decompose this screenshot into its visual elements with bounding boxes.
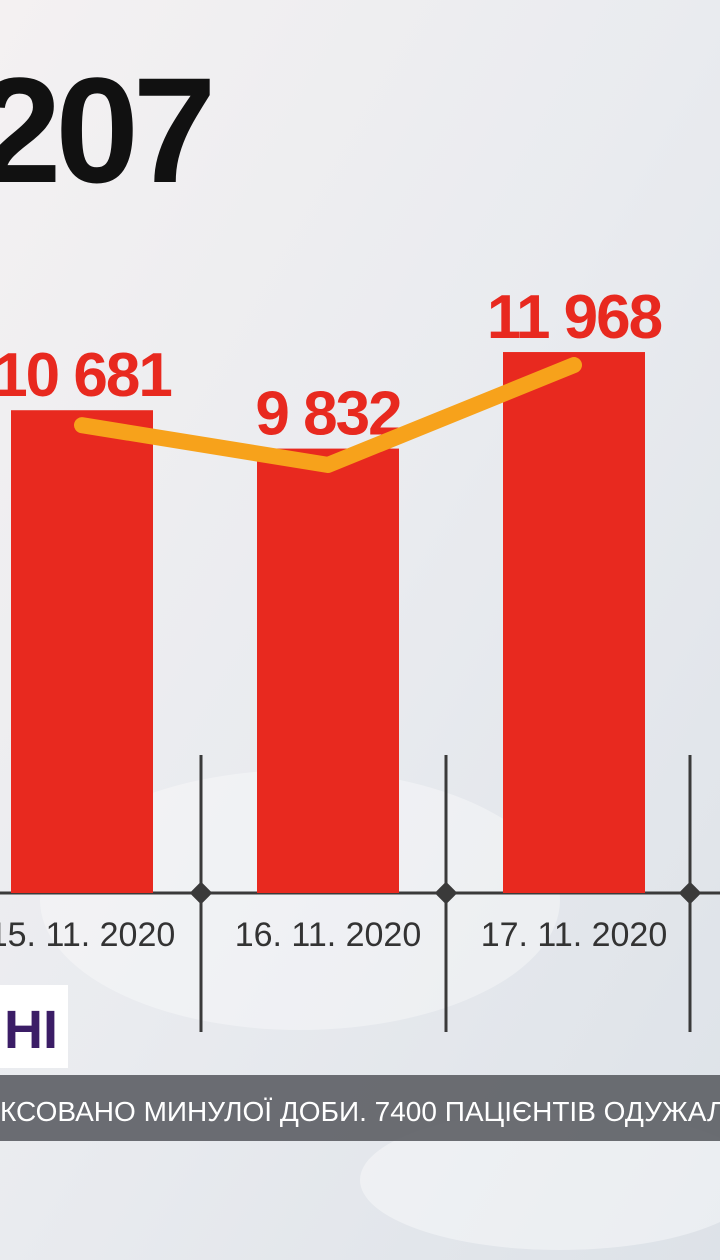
- bg-blob: [360, 1110, 720, 1250]
- x-tick-label: 17. 11. 2020: [481, 916, 668, 954]
- diamond: [678, 881, 702, 905]
- bar: [11, 410, 153, 893]
- trend-line: [74, 357, 582, 473]
- bg-blob: [40, 770, 560, 1030]
- x-tick-label: 16. 11. 2020: [235, 916, 422, 954]
- x-tick-label: 15. 11. 2020: [0, 916, 175, 954]
- banner-box: [0, 985, 68, 1068]
- banner-title: НІ: [4, 1000, 58, 1060]
- value-label: 11 968: [487, 283, 662, 352]
- value-label: 10 681: [0, 341, 171, 410]
- ticker-text: КСОВАНО МИНУЛОЇ ДОБИ. 7400 ПАЦІЄНТІВ ОДУ…: [0, 1096, 720, 1127]
- bar: [257, 448, 399, 893]
- ticker-band: [0, 1075, 720, 1141]
- diamond: [434, 881, 458, 905]
- bar: [503, 352, 645, 893]
- headline: 207: [0, 46, 210, 214]
